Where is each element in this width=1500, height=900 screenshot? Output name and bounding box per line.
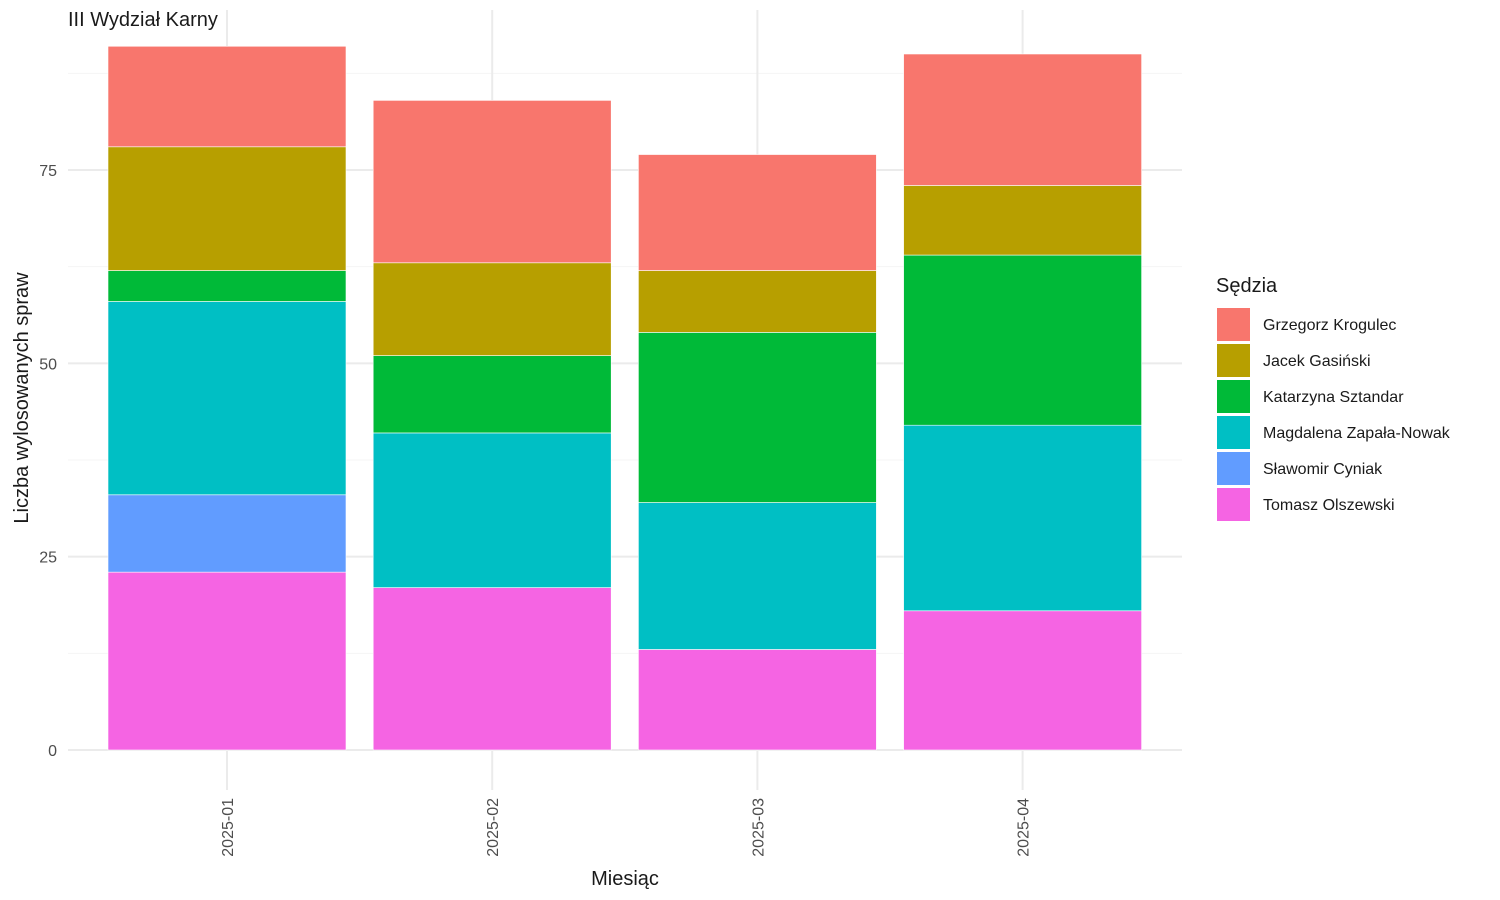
y-tick-label: 50	[39, 356, 57, 373]
bar-segment	[372, 262, 612, 356]
bar-segment	[107, 494, 347, 573]
legend-label: Grzegorz Krogulec	[1263, 317, 1396, 334]
bar-segment	[107, 571, 347, 751]
bar-segment	[638, 270, 877, 333]
legend: Sędzia Grzegorz Krogulec Jacek Gasiński Ka…	[1216, 275, 1451, 521]
bar-segment	[107, 301, 347, 496]
bar-segment	[638, 154, 877, 271]
bar-segment	[903, 610, 1142, 751]
bar-segment	[638, 502, 877, 650]
bar-segment	[903, 185, 1142, 256]
bar-segment	[107, 146, 347, 271]
legend-key	[1217, 380, 1250, 413]
bar-segment	[107, 45, 347, 148]
y-axis-title: Liczba wylosowanych spraw	[11, 272, 33, 524]
bar-segment	[638, 649, 877, 751]
bar-segment	[903, 53, 1142, 186]
legend-key	[1217, 452, 1250, 485]
bar-segment	[107, 270, 347, 302]
legend-key	[1217, 308, 1250, 341]
bar-segment	[903, 424, 1142, 612]
x-axis-title: Miesiąc	[591, 868, 659, 890]
bar-segment	[372, 432, 612, 588]
bar-segment	[372, 355, 612, 434]
legend-key	[1217, 416, 1250, 449]
y-tick-label: 0	[48, 743, 57, 760]
legend-label: Tomasz Olszewski	[1263, 497, 1395, 514]
legend-key	[1217, 488, 1250, 521]
legend-key	[1217, 344, 1250, 377]
bar-segment	[638, 332, 877, 503]
chart-title: III Wydział Karny	[68, 9, 218, 31]
bar-segment	[372, 587, 612, 751]
y-tick-label: 25	[39, 550, 57, 567]
legend-label: Sławomir Cyniak	[1263, 461, 1383, 478]
legend-label: Katarzyna Sztandar	[1263, 389, 1404, 406]
legend-label: Jacek Gasiński	[1263, 353, 1371, 370]
legend-title: Sędzia	[1216, 275, 1278, 297]
y-tick-label: 75	[39, 163, 57, 180]
bar-segment	[372, 100, 612, 264]
x-tick-label: 2025-04	[1016, 798, 1033, 857]
legend-label: Magdalena Zapała-Nowak	[1263, 425, 1451, 442]
bars	[107, 45, 1142, 751]
x-axis-ticks: 2025-01 2025-02 2025-03 2025-04	[220, 798, 1033, 857]
x-tick-label: 2025-02	[485, 798, 502, 857]
x-tick-label: 2025-01	[220, 798, 237, 857]
bar-segment	[903, 254, 1142, 426]
x-tick-label: 2025-03	[750, 798, 767, 857]
y-axis-ticks: 0 25 50 75	[39, 163, 57, 760]
